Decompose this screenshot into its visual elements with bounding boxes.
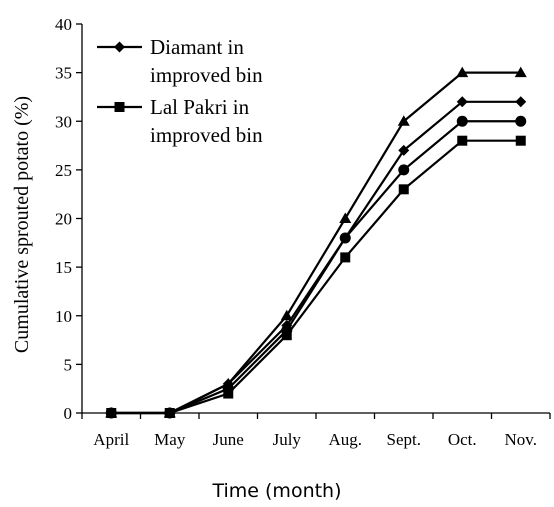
legend-label: improved bin — [150, 63, 263, 87]
data-point — [515, 135, 526, 146]
data-point — [515, 115, 527, 127]
data-point — [457, 135, 468, 146]
data-point — [515, 96, 527, 108]
data-point — [398, 184, 409, 195]
data-point — [456, 96, 468, 108]
data-point — [340, 252, 351, 263]
data-point — [456, 115, 468, 127]
y-tick-label: 35 — [55, 64, 72, 83]
series-2 — [106, 135, 526, 418]
series-line — [111, 139, 521, 415]
x-tick-label: May — [154, 430, 186, 449]
y-tick-label: 25 — [55, 161, 72, 180]
series-group — [105, 66, 527, 419]
data-point — [164, 407, 176, 419]
legend-marker — [114, 102, 125, 112]
data-point — [397, 115, 410, 126]
legend-marker — [114, 41, 125, 53]
legend-entry-2: Lal Pakri in improved bin — [97, 95, 263, 147]
x-axis-label: Time (month) — [211, 480, 341, 502]
data-point — [456, 66, 469, 78]
x-tick-label: Sept. — [387, 430, 421, 449]
y-tick-label: 15 — [55, 258, 72, 277]
x-tick-label: April — [93, 430, 129, 449]
y-tick-label: 30 — [55, 112, 72, 131]
y-tick-label: 0 — [64, 404, 73, 423]
legend: Diamant in improved bin Lal Pakri in improv… — [97, 35, 263, 147]
y-tick-label: 40 — [55, 15, 72, 34]
y-tick-label: 10 — [55, 307, 72, 326]
x-tick-label: Nov. — [505, 430, 537, 449]
data-point — [280, 309, 293, 321]
series-line — [111, 100, 521, 415]
data-point — [105, 407, 117, 419]
y-tick-label: 20 — [55, 210, 72, 229]
x-tick-label: Aug. — [328, 430, 362, 449]
series-4 — [105, 115, 527, 419]
x-ticks: April May June July Aug. Sept. Oct. Nov. — [81, 413, 551, 449]
data-point — [339, 232, 351, 244]
legend-entry-1: Diamant in improved bin — [97, 35, 263, 87]
data-point — [398, 144, 410, 156]
data-point — [398, 164, 410, 176]
data-point — [281, 324, 293, 336]
legend-label: Lal Pakri in — [150, 95, 250, 119]
legend-label: Diamant in — [150, 35, 244, 59]
x-tick-label: June — [213, 430, 244, 449]
data-point — [339, 212, 352, 223]
x-tick-label: July — [273, 430, 302, 449]
y-ticks: 0 5 10 15 20 25 30 35 40 — [55, 15, 82, 423]
series-line — [111, 120, 521, 415]
legend-label: improved bin — [150, 123, 263, 147]
x-tick-label: Oct. — [448, 430, 477, 449]
y-tick-label: 5 — [64, 355, 73, 374]
data-point — [514, 66, 527, 78]
y-axis-label: Cumulative sprouted potato (%) — [11, 96, 33, 353]
data-point — [222, 383, 234, 395]
